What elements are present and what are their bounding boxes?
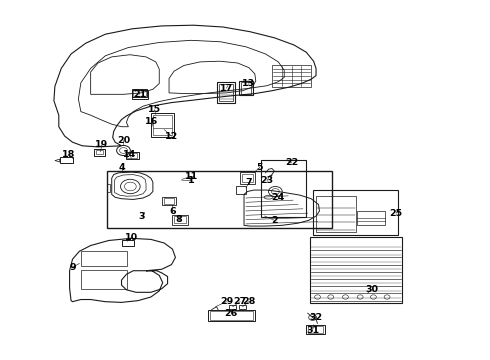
- Bar: [94, 149, 105, 156]
- Bar: [219, 84, 233, 101]
- Bar: [306, 325, 325, 334]
- Text: 21: 21: [133, 90, 147, 99]
- Bar: [151, 113, 174, 137]
- Text: 12: 12: [165, 132, 178, 140]
- Text: 3: 3: [139, 212, 146, 221]
- Bar: [313, 190, 398, 235]
- Text: 16: 16: [145, 117, 159, 126]
- Bar: [236, 186, 246, 194]
- Text: 6: 6: [169, 207, 176, 216]
- Text: 10: 10: [125, 233, 138, 242]
- Bar: [272, 65, 311, 87]
- Bar: [60, 157, 73, 163]
- Bar: [239, 81, 253, 95]
- Bar: [153, 115, 172, 135]
- Text: 25: 25: [390, 209, 402, 217]
- Text: 1: 1: [188, 176, 195, 185]
- Bar: [81, 270, 127, 289]
- Bar: [172, 215, 188, 225]
- Text: 32: 32: [310, 313, 322, 322]
- Bar: [127, 153, 137, 158]
- Text: 9: 9: [69, 263, 76, 271]
- Bar: [308, 326, 323, 333]
- Text: 13: 13: [243, 79, 255, 88]
- Text: 29: 29: [220, 297, 233, 306]
- Bar: [122, 240, 134, 246]
- Bar: [310, 237, 402, 303]
- Text: 24: 24: [271, 193, 285, 202]
- Text: 5: 5: [256, 163, 263, 172]
- Bar: [240, 172, 255, 184]
- Bar: [241, 82, 251, 94]
- Bar: [164, 198, 174, 204]
- Text: 31: 31: [306, 326, 319, 335]
- Bar: [96, 150, 103, 154]
- Text: 17: 17: [220, 84, 233, 93]
- Bar: [229, 305, 236, 309]
- Text: 22: 22: [285, 158, 298, 167]
- Bar: [217, 82, 235, 103]
- Text: 27: 27: [233, 297, 247, 306]
- Bar: [208, 310, 255, 321]
- Bar: [242, 174, 253, 182]
- Bar: [357, 211, 385, 225]
- Bar: [174, 216, 186, 223]
- Text: 7: 7: [245, 178, 252, 187]
- Bar: [107, 171, 332, 228]
- Text: 19: 19: [95, 140, 109, 149]
- Text: 23: 23: [261, 176, 273, 185]
- Bar: [261, 160, 306, 217]
- Bar: [81, 251, 127, 266]
- Bar: [239, 305, 246, 309]
- Text: 18: 18: [62, 150, 75, 158]
- Bar: [132, 89, 147, 97]
- Text: 8: 8: [175, 215, 182, 224]
- Text: 28: 28: [242, 297, 256, 306]
- Text: 11: 11: [184, 172, 198, 181]
- Text: 4: 4: [118, 163, 125, 172]
- Bar: [126, 152, 139, 159]
- Bar: [133, 90, 146, 96]
- Text: 30: 30: [365, 285, 378, 294]
- Text: 14: 14: [123, 150, 137, 158]
- Bar: [210, 311, 253, 320]
- Text: 2: 2: [271, 216, 278, 225]
- Text: 15: 15: [148, 105, 161, 114]
- Bar: [132, 90, 148, 99]
- Text: 20: 20: [117, 136, 130, 145]
- Bar: [316, 196, 356, 232]
- Bar: [162, 197, 176, 205]
- Text: 26: 26: [224, 309, 238, 318]
